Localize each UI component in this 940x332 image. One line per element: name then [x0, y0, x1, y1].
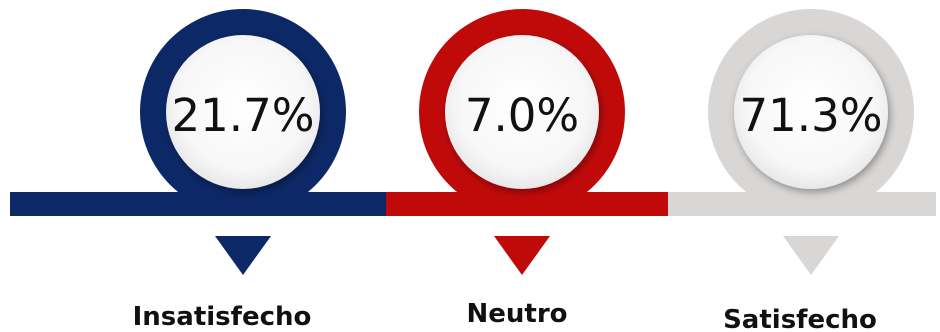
category-label-neutro: Neutro: [466, 299, 567, 329]
pointer-satisfecho: [783, 236, 839, 275]
marker-satisfecho: 71.3% Satisfecho: [708, 9, 914, 332]
category-label-satisfecho: Satisfecho: [723, 305, 877, 332]
value-label-satisfecho: 71.3%: [740, 89, 883, 142]
disc-satisfecho: [734, 35, 888, 189]
marker-insatisfecho: 21.7% Insatisfecho: [133, 9, 346, 332]
value-label-neutro: 7.0%: [465, 89, 579, 142]
category-label-insatisfecho: Insatisfecho: [133, 302, 312, 332]
disc-insatisfecho: [166, 35, 320, 189]
disc-neutro: [445, 35, 599, 189]
pointer-neutro: [494, 236, 550, 275]
marker-neutro: 7.0% Neutro: [419, 9, 625, 329]
value-label-insatisfecho: 21.7%: [172, 89, 315, 142]
pointer-insatisfecho: [215, 236, 271, 275]
